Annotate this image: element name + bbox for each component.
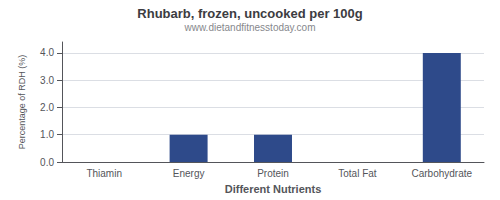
svg-text:0.0: 0.0: [40, 157, 54, 168]
svg-text:Protein: Protein: [257, 168, 289, 179]
svg-text:Different Nutrients: Different Nutrients: [225, 183, 322, 195]
svg-text:www.dietandfitnesstoday.com: www.dietandfitnesstoday.com: [184, 22, 316, 33]
svg-text:1.0: 1.0: [40, 129, 54, 140]
svg-text:3.0: 3.0: [40, 75, 54, 86]
svg-text:Energy: Energy: [173, 168, 205, 179]
svg-text:Thiamin: Thiamin: [86, 168, 122, 179]
svg-text:Percentage of RDH (%): Percentage of RDH (%): [17, 55, 27, 150]
svg-text:Total Fat: Total Fat: [338, 168, 377, 179]
svg-text:Carbohydrate: Carbohydrate: [412, 168, 473, 179]
svg-text:Rhubarb, frozen, uncooked per: Rhubarb, frozen, uncooked per 100g: [137, 6, 362, 21]
svg-text:2.0: 2.0: [40, 102, 54, 113]
svg-text:4.0: 4.0: [40, 47, 54, 58]
